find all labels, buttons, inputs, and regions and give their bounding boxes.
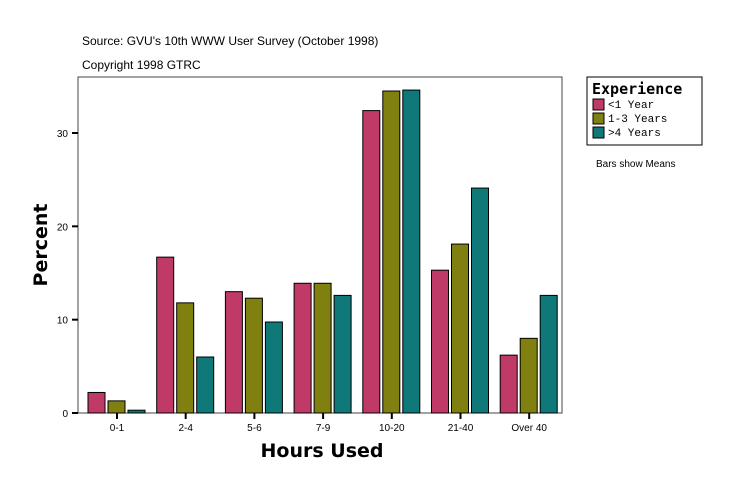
bars — [87, 89, 558, 414]
bar — [451, 243, 469, 414]
bar — [264, 321, 283, 414]
y-tick-label: 20 — [57, 222, 69, 233]
bar — [127, 409, 146, 414]
legend-title: Experience — [592, 80, 682, 98]
legend-item: <1 Year — [608, 100, 654, 112]
legend-item: >4 Years — [608, 128, 661, 140]
legend: Experience <1 Year 1-3 Years >4 Years — [586, 76, 703, 146]
bar — [176, 302, 195, 414]
bar — [196, 356, 215, 414]
bar — [293, 282, 312, 414]
bar — [471, 187, 489, 414]
source-line: Source: GVU's 10th WWW User Survey (Octo… — [82, 34, 378, 48]
x-tick-label: 7-9 — [316, 423, 331, 434]
x-tick-label: 0-1 — [110, 423, 125, 434]
bar — [87, 391, 106, 414]
y-tick-label: 10 — [57, 316, 69, 327]
y-axis-title: Percent — [30, 204, 52, 287]
bar — [402, 89, 421, 414]
bar — [224, 291, 243, 414]
copyright-line: Copyright 1998 GTRC — [82, 58, 201, 72]
legend-swatch — [592, 112, 605, 125]
legend-swatch — [592, 126, 605, 139]
x-tick-label: Over 40 — [511, 423, 547, 434]
x-tick-label: 5-6 — [247, 423, 262, 434]
bar — [539, 294, 558, 414]
x-axis-title: Hours Used — [261, 440, 384, 462]
bar — [431, 269, 449, 414]
bar — [156, 256, 175, 414]
x-tick-label: 21-40 — [448, 423, 474, 434]
y-tick-label: 30 — [57, 129, 69, 140]
bar — [244, 297, 263, 414]
bar — [499, 354, 518, 414]
x-tick-label: 2-4 — [178, 423, 193, 434]
bar — [333, 294, 352, 414]
bar — [519, 337, 538, 414]
bar — [382, 90, 401, 414]
x-tick-label: 10-20 — [379, 423, 405, 434]
x-axis: 0-1 2-4 5-6 7-9 10-20 21-40 Over 40 — [110, 413, 547, 434]
legend-item: 1-3 Years — [608, 114, 667, 126]
means-note: Bars show Means — [596, 159, 675, 170]
legend-swatch — [592, 98, 605, 111]
bar — [362, 110, 381, 414]
legend-box — [586, 76, 703, 146]
bar — [107, 400, 126, 414]
bar — [313, 282, 332, 414]
y-axis: 0 10 20 30 — [57, 129, 78, 420]
y-tick-label: 0 — [62, 409, 68, 420]
